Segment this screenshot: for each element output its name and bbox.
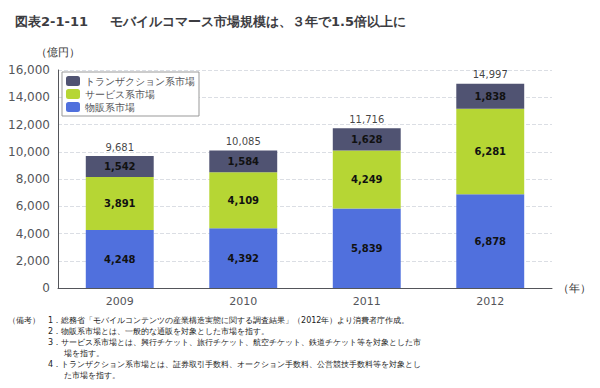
svg-text:図表2-1-11: 図表2-1-11	[15, 14, 88, 29]
svg-text:0: 0	[42, 281, 50, 295]
svg-text:1,542: 1,542	[104, 161, 136, 172]
svg-text:場を指す。: 場を指す。	[8, 349, 104, 358]
svg-text:サービス系市場: サービス系市場	[85, 89, 155, 100]
svg-text:10,000: 10,000	[8, 145, 50, 159]
svg-text:6,000: 6,000	[16, 199, 50, 213]
svg-text:12,000: 12,000	[8, 118, 50, 132]
svg-text:物販系市場: 物販系市場	[85, 102, 135, 113]
svg-text:（億円）: （億円）	[36, 46, 80, 59]
svg-text:た市場を指す。: た市場を指す。	[8, 371, 120, 380]
svg-text:4,109: 4,109	[227, 195, 259, 206]
svg-text:3,891: 3,891	[104, 198, 136, 209]
svg-text:トランザクション系市場: トランザクション系市場	[85, 76, 195, 87]
svg-text:4．トランザクション系市場とは、証券取引手数料、オークション: 4．トランザクション系市場とは、証券取引手数料、オークション手数料、公営競技手数…	[8, 360, 421, 369]
svg-text:4,248: 4,248	[104, 254, 136, 265]
svg-text:6,281: 6,281	[474, 146, 506, 157]
svg-text:4,392: 4,392	[227, 253, 259, 264]
svg-text:2．物販系市場とは、一般的な通販を対象とした市場を指す。: 2．物販系市場とは、一般的な通販を対象とした市場を指す。	[8, 327, 269, 336]
svg-text:2011: 2011	[353, 295, 381, 308]
svg-text:1,838: 1,838	[474, 91, 506, 102]
svg-text:8,000: 8,000	[16, 172, 50, 186]
svg-text:4,000: 4,000	[16, 227, 50, 241]
svg-text:14,000: 14,000	[8, 90, 50, 104]
svg-text:（年）: （年）	[558, 282, 591, 295]
svg-text:5,839: 5,839	[351, 243, 383, 254]
svg-text:11,716: 11,716	[349, 114, 384, 125]
svg-text:1,584: 1,584	[227, 156, 259, 167]
svg-text:（備考） 1．総務省「モバイルコンテンツの産業構造実態に関す: （備考） 1．総務省「モバイルコンテンツの産業構造実態に関する調査結果」（201…	[8, 316, 409, 325]
svg-text:16,000: 16,000	[8, 63, 50, 77]
svg-text:6,878: 6,878	[474, 236, 506, 247]
svg-text:1,628: 1,628	[351, 134, 383, 145]
svg-text:2,000: 2,000	[16, 254, 50, 268]
svg-text:3．サービス系市場とは、興行チケット、旅行チケット、航空チケ: 3．サービス系市場とは、興行チケット、旅行チケット、航空チケット、鉄道チケット等…	[8, 338, 421, 347]
svg-text:2009: 2009	[106, 295, 134, 308]
svg-text:4,249: 4,249	[351, 174, 383, 185]
svg-text:9,681: 9,681	[105, 142, 134, 153]
svg-text:モバイルコマース市場規模は、３年で1.5倍以上に: モバイルコマース市場規模は、３年で1.5倍以上に	[110, 14, 406, 29]
svg-text:10,085: 10,085	[226, 136, 261, 147]
svg-text:2012: 2012	[476, 295, 504, 308]
svg-text:2010: 2010	[229, 295, 257, 308]
svg-text:14,997: 14,997	[473, 69, 508, 80]
